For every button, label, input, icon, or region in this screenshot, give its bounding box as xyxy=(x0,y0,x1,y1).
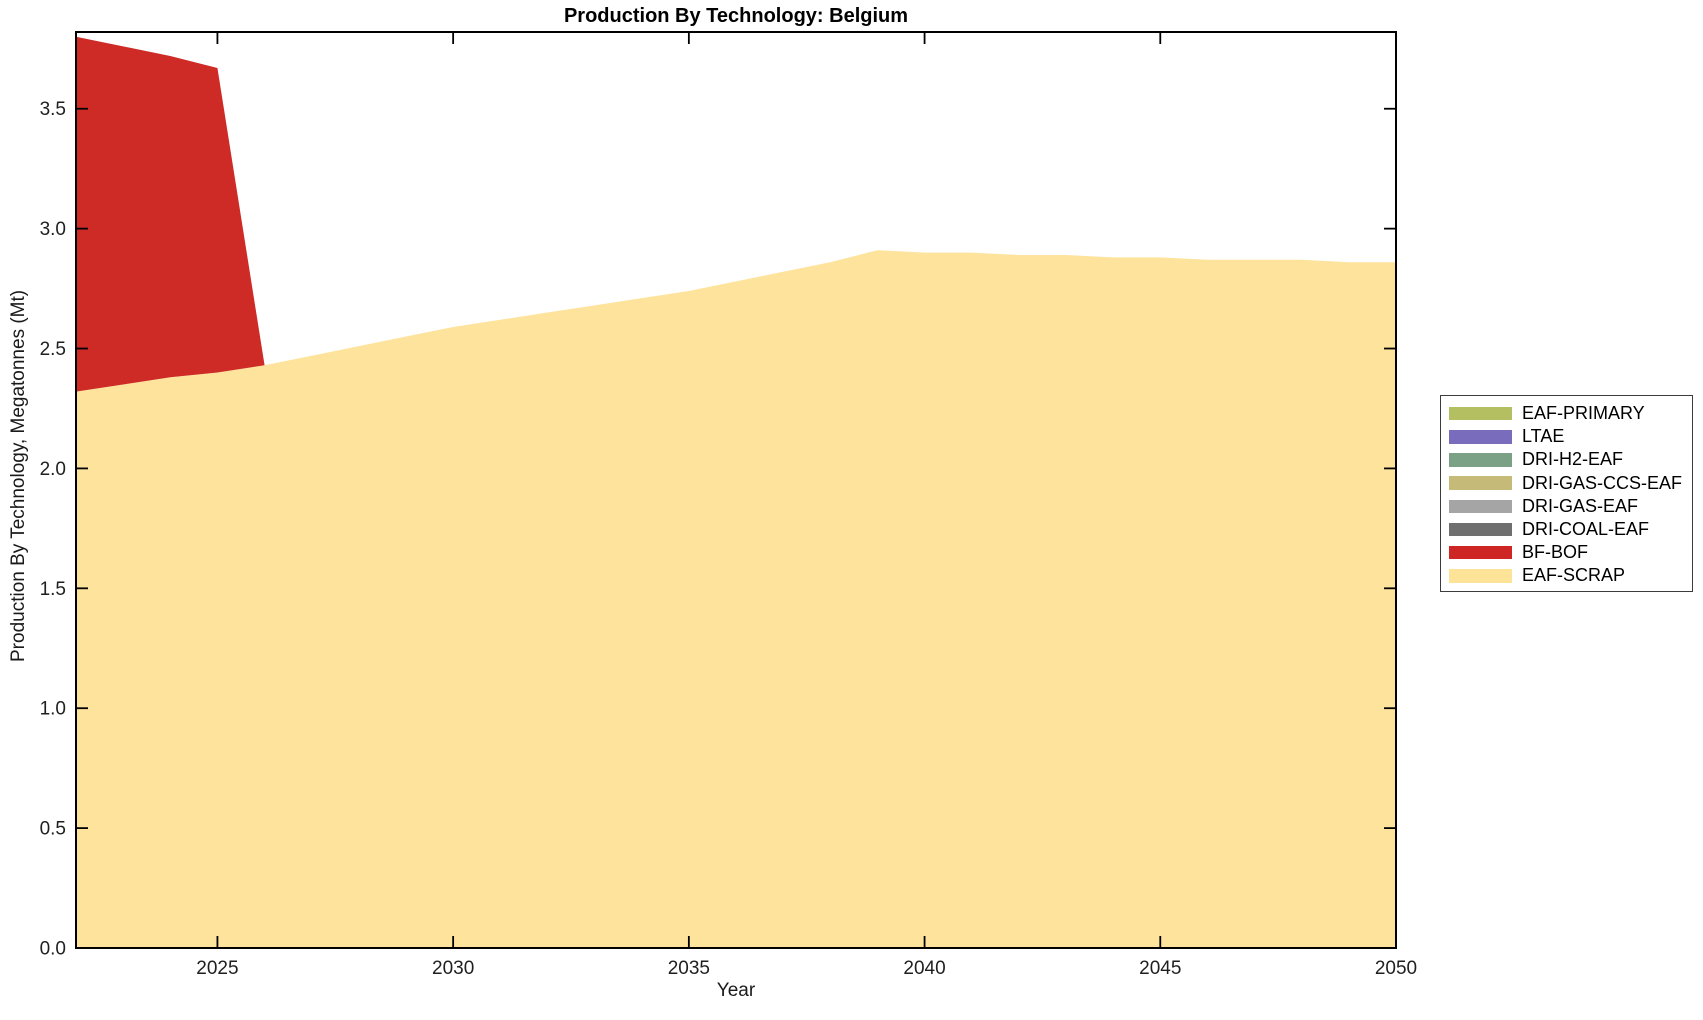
x-tick-label: 2040 xyxy=(903,958,945,979)
y-tick-label: 1.0 xyxy=(40,699,66,720)
y-tick-label: 2.5 xyxy=(40,339,66,360)
y-tick-label: 3.0 xyxy=(40,219,66,240)
x-axis-label: Year xyxy=(716,980,756,1001)
legend-swatch-eaf-scrap xyxy=(1449,569,1512,583)
legend-swatch-ltae xyxy=(1449,430,1512,444)
legend-item: EAF-SCRAP xyxy=(1449,564,1692,587)
axes-box xyxy=(75,31,1397,949)
y-tick-label: 0.5 xyxy=(40,819,66,840)
y-tick-label: 1.5 xyxy=(40,579,66,600)
legend-swatch-dri-gas-ccs-eaf xyxy=(1449,476,1512,490)
legend-label: DRI-H2-EAF xyxy=(1522,449,1624,470)
legend-label: DRI-GAS-CCS-EAF xyxy=(1522,472,1683,493)
area-series-BF-BOF xyxy=(76,36,1396,392)
x-tick-label: 2030 xyxy=(432,958,474,979)
legend-item: BF-BOF xyxy=(1449,541,1692,564)
legend-swatch-dri-h2-eaf xyxy=(1449,453,1512,467)
legend-swatch-eaf-primary xyxy=(1449,406,1512,421)
legend-label: LTAE xyxy=(1522,426,1565,447)
legend-item: DRI-COAL-EAF xyxy=(1449,518,1692,541)
y-tick-label: 3.5 xyxy=(40,99,66,120)
chart-title: Production By Technology: Belgium xyxy=(563,5,909,27)
legend-label: DRI-COAL-EAF xyxy=(1522,519,1650,540)
y-axis-label: Production By Technology, Megatonnes (Mt… xyxy=(8,289,29,662)
legend-swatch-bf-bof xyxy=(1449,545,1512,560)
x-tick-label: 2050 xyxy=(1375,958,1417,979)
y-tick-label: 2.0 xyxy=(40,459,66,480)
legend-item: DRI-H2-EAF xyxy=(1449,448,1692,471)
x-tick-label: 2045 xyxy=(1139,958,1181,979)
legend-label: EAF-PRIMARY xyxy=(1522,403,1645,424)
legend-item: LTAE xyxy=(1449,425,1692,448)
legend-item: EAF-PRIMARY xyxy=(1449,402,1692,425)
area-series-EAF-SCRAP xyxy=(76,250,1396,949)
legend-label: BF-BOF xyxy=(1522,542,1588,563)
legend-item: DRI-GAS-EAF xyxy=(1449,495,1692,518)
legend-label: EAF-SCRAP xyxy=(1522,565,1626,586)
legend-swatch-dri-coal-eaf xyxy=(1449,522,1512,537)
legend-label: DRI-GAS-EAF xyxy=(1522,495,1639,516)
legend-item: DRI-GAS-CCS-EAF xyxy=(1449,472,1692,495)
x-tick-label: 2035 xyxy=(668,958,710,979)
x-tick-label: 2025 xyxy=(196,958,238,979)
legend-box: EAF-PRIMARY LTAE DRI-H2-EAF DRI-GAS-CCS-… xyxy=(1440,395,1693,592)
legend-swatch-dri-gas-eaf xyxy=(1449,499,1512,514)
y-tick-label: 0.0 xyxy=(40,939,66,960)
